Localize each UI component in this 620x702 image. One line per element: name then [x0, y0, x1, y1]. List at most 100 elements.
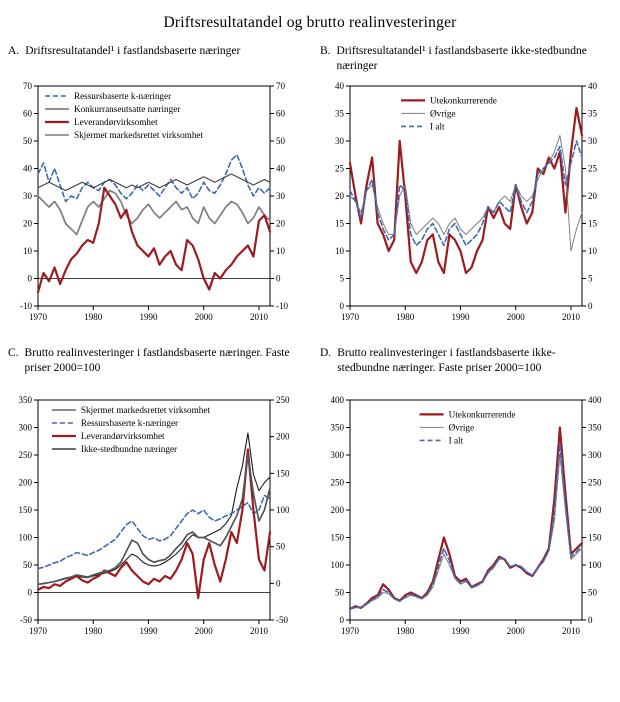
- svg-text:200: 200: [276, 432, 290, 442]
- svg-text:1980: 1980: [396, 312, 415, 322]
- svg-text:1970: 1970: [341, 312, 360, 322]
- svg-text:100: 100: [331, 560, 345, 570]
- svg-text:40: 40: [23, 164, 33, 174]
- svg-text:0: 0: [28, 274, 33, 284]
- chart-panel-d: 0 50 100 150 200 250 300 350 400 0 50 100 150 200 250 3…: [331, 395, 603, 636]
- svg-text:0: 0: [340, 615, 345, 625]
- svg-text:Øvrige: Øvrige: [430, 108, 456, 118]
- svg-text:2000: 2000: [195, 312, 214, 322]
- svg-text:2000: 2000: [507, 312, 526, 322]
- svg-text:70: 70: [23, 81, 33, 91]
- svg-text:30: 30: [23, 191, 33, 201]
- chart-panel-b: 0 5 10 15 20 25 30 35 40 0 5 10 15 20 25 30 35 40 1970 1980…: [335, 81, 598, 322]
- svg-text:Utekonkurrerende: Utekonkurrerende: [449, 409, 516, 419]
- svg-text:I alt: I alt: [430, 121, 445, 131]
- svg-text:100: 100: [276, 505, 290, 515]
- svg-text:1970: 1970: [341, 626, 360, 636]
- svg-text:-10: -10: [276, 301, 288, 311]
- svg-text:30: 30: [588, 136, 598, 146]
- svg-text:250: 250: [588, 478, 602, 488]
- svg-text:20: 20: [276, 219, 286, 229]
- svg-text:400: 400: [331, 395, 345, 405]
- panel-c-letter: C.: [8, 347, 19, 359]
- svg-text:300: 300: [19, 423, 33, 433]
- panel-d-title: Brutto realinvesteringer i fastlandsbase…: [337, 347, 556, 374]
- svg-text:150: 150: [588, 533, 602, 543]
- svg-text:60: 60: [276, 109, 286, 119]
- svg-text:2010: 2010: [250, 626, 269, 636]
- svg-text:0: 0: [28, 588, 33, 598]
- svg-text:20: 20: [335, 191, 345, 201]
- chart-panel-a: -10 0 10 20 30 40 50 60 70 -10 0 10 20 30 40 50 60 70 1970…: [20, 81, 288, 322]
- svg-text:5: 5: [588, 274, 593, 284]
- svg-text:Ressursbaserte k-næringer: Ressursbaserte k-næringer: [81, 418, 178, 428]
- svg-text:2000: 2000: [507, 626, 526, 636]
- svg-text:50: 50: [335, 588, 345, 598]
- panel-b-heading: B. Driftsresultatandel¹ i fastlandsbaser…: [320, 44, 612, 76]
- svg-text:Skjermet markedsrettet virksom: Skjermet markedsrettet virksomhet: [81, 405, 211, 415]
- svg-text:I alt: I alt: [449, 435, 464, 445]
- svg-text:50: 50: [23, 136, 33, 146]
- svg-text:300: 300: [588, 450, 602, 460]
- svg-text:50: 50: [588, 588, 598, 598]
- svg-text:2000: 2000: [195, 626, 214, 636]
- svg-text:100: 100: [588, 560, 602, 570]
- svg-text:100: 100: [19, 533, 33, 543]
- svg-text:1990: 1990: [139, 312, 158, 322]
- svg-text:25: 25: [588, 164, 598, 174]
- svg-text:10: 10: [335, 246, 345, 256]
- svg-text:200: 200: [19, 478, 33, 488]
- svg-text:400: 400: [588, 395, 602, 405]
- svg-text:0: 0: [588, 301, 593, 311]
- panel-a: A. Driftsresultatandel¹ i fastlandsbaser…: [8, 44, 300, 330]
- svg-text:-50: -50: [276, 615, 288, 625]
- svg-text:15: 15: [335, 219, 345, 229]
- svg-text:-50: -50: [20, 615, 32, 625]
- panel-b-letter: B.: [320, 45, 331, 57]
- svg-text:20: 20: [588, 191, 598, 201]
- svg-text:0: 0: [588, 615, 593, 625]
- svg-text:Utekonkurrerende: Utekonkurrerende: [430, 95, 497, 105]
- svg-text:25: 25: [335, 164, 345, 174]
- svg-text:Øvrige: Øvrige: [449, 422, 475, 432]
- panel-c-title: Brutto realinvesteringer i fastlandsbase…: [24, 347, 290, 374]
- svg-text:1990: 1990: [139, 626, 158, 636]
- svg-text:10: 10: [276, 246, 286, 256]
- svg-text:350: 350: [19, 395, 33, 405]
- svg-text:350: 350: [588, 423, 602, 433]
- svg-text:Leverandørvirksomhet: Leverandørvirksomhet: [81, 431, 165, 441]
- svg-text:200: 200: [331, 505, 345, 515]
- svg-text:15: 15: [588, 219, 598, 229]
- svg-text:150: 150: [276, 468, 290, 478]
- svg-text:250: 250: [331, 478, 345, 488]
- svg-text:35: 35: [335, 109, 345, 119]
- svg-text:150: 150: [19, 505, 33, 515]
- svg-text:1980: 1980: [396, 626, 415, 636]
- svg-text:0: 0: [340, 301, 345, 311]
- svg-text:70: 70: [276, 81, 286, 91]
- svg-text:350: 350: [331, 423, 345, 433]
- panel-c: C. Brutto realinvesteringer i fastlandsb…: [8, 346, 300, 644]
- svg-text:1990: 1990: [451, 626, 470, 636]
- svg-text:2010: 2010: [562, 626, 581, 636]
- svg-text:35: 35: [588, 109, 598, 119]
- svg-text:200: 200: [588, 505, 602, 515]
- svg-text:1970: 1970: [29, 312, 48, 322]
- svg-text:40: 40: [588, 81, 598, 91]
- svg-text:40: 40: [276, 164, 286, 174]
- svg-text:-10: -10: [20, 301, 32, 311]
- svg-text:250: 250: [276, 395, 290, 405]
- panel-a-title: Driftsresultatandel¹ i fastlandsbaserte …: [25, 45, 241, 57]
- svg-text:40: 40: [335, 81, 345, 91]
- panel-a-letter: A.: [8, 45, 20, 57]
- svg-text:60: 60: [23, 109, 33, 119]
- panel-grid: A. Driftsresultatandel¹ i fastlandsbaser…: [8, 44, 612, 644]
- svg-text:250: 250: [19, 450, 33, 460]
- figure-title: Driftsresultatandel og brutto realinvest…: [163, 14, 457, 31]
- svg-text:10: 10: [588, 246, 598, 256]
- svg-text:Ressursbaserte k-næringer: Ressursbaserte k-næringer: [74, 91, 171, 101]
- svg-text:Konkurranseutsatte næringer: Konkurranseutsatte næringer: [74, 104, 180, 114]
- svg-text:10: 10: [23, 246, 33, 256]
- svg-text:1980: 1980: [84, 626, 103, 636]
